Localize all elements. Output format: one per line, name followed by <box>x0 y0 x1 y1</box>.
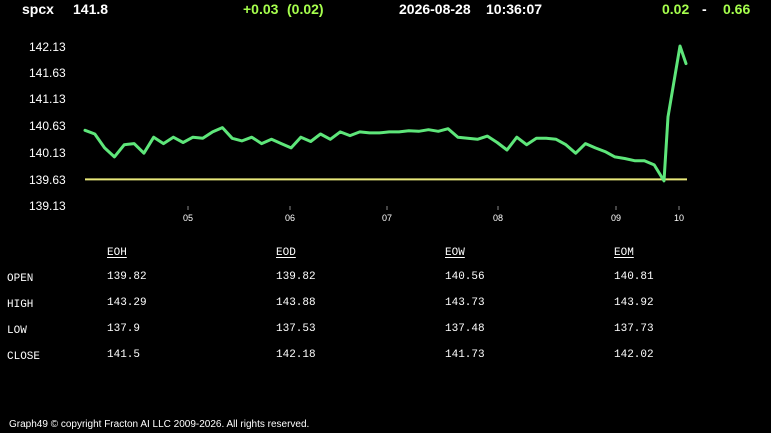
table-cell: 143.73 <box>445 297 485 309</box>
price-line <box>83 44 688 183</box>
table-cell: 137.53 <box>276 323 316 335</box>
row-label-low: LOW <box>7 325 27 337</box>
range-low: 0.02 <box>662 1 690 17</box>
x-tick-label: 07 <box>382 213 392 223</box>
quote-time: 10:36:07 <box>486 1 543 17</box>
symbol: spcx <box>22 1 54 17</box>
table-cell: 143.92 <box>614 297 654 309</box>
table-cell: 143.88 <box>276 297 316 309</box>
row-label-open: OPEN <box>7 273 34 285</box>
table-cell: 137.73 <box>614 323 654 335</box>
price-change: +0.03 <box>243 1 279 17</box>
stats-table: EOH EOD EOW EOM OPEN 139.82 139.82 140.5… <box>0 240 771 370</box>
y-tick-label: 142.13 <box>29 40 66 54</box>
column-header-eoh: EOH <box>107 247 127 259</box>
table-cell: 137.48 <box>445 323 485 335</box>
table-cell: 139.82 <box>276 271 316 283</box>
x-tick-label: 10 <box>674 213 684 223</box>
column-header-eow: EOW <box>445 247 465 259</box>
price-chart: 05 06 07 08 09 10 <box>83 44 688 223</box>
y-tick-label: 141.13 <box>29 92 66 106</box>
quote-header: spcx 141.8 +0.03 (0.02) 2026-08-28 10:36… <box>0 0 771 20</box>
column-header-eom: EOM <box>614 247 634 259</box>
x-tick-label: 05 <box>183 213 193 223</box>
quote-date: 2026-08-28 <box>399 1 471 17</box>
row-label-high: HIGH <box>7 299 34 311</box>
copyright-footer: Graph49 © copyright Fracton AI LLC 2009-… <box>9 419 310 430</box>
table-cell: 141.73 <box>445 349 485 361</box>
price-change-percent: (0.02) <box>287 1 324 17</box>
y-tick-label: 139.63 <box>29 173 66 187</box>
column-header-eod: EOD <box>276 247 296 259</box>
x-axis: 05 06 07 08 09 10 <box>183 206 684 223</box>
table-cell: 142.02 <box>614 349 654 361</box>
table-cell: 141.5 <box>107 349 141 361</box>
x-tick-label: 06 <box>285 213 295 223</box>
x-tick-label: 09 <box>611 213 621 223</box>
y-tick-label: 141.63 <box>29 66 66 80</box>
y-tick-label: 139.13 <box>29 199 66 213</box>
y-tick-label: 140.63 <box>29 119 66 133</box>
x-tick-label: 08 <box>493 213 503 223</box>
table-cell: 143.29 <box>107 297 147 309</box>
table-cell: 139.82 <box>107 271 147 283</box>
table-cell: 140.81 <box>614 271 654 283</box>
row-label-close: CLOSE <box>7 351 41 363</box>
range-high: 0.66 <box>723 1 751 17</box>
table-cell: 142.18 <box>276 349 316 361</box>
range-separator: - <box>702 1 707 17</box>
table-cell: 137.9 <box>107 323 141 335</box>
y-tick-label: 140.13 <box>29 146 66 160</box>
last-price: 141.8 <box>73 1 109 17</box>
table-cell: 140.56 <box>445 271 485 283</box>
